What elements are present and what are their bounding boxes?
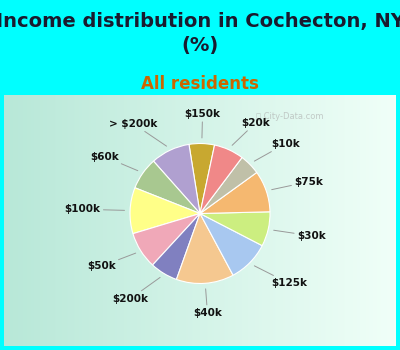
Wedge shape	[152, 214, 200, 279]
Text: $50k: $50k	[87, 253, 136, 271]
Text: $40k: $40k	[193, 289, 222, 317]
Wedge shape	[133, 214, 200, 265]
Text: $20k: $20k	[232, 118, 270, 145]
Text: $125k: $125k	[254, 266, 307, 288]
Text: > $200k: > $200k	[109, 119, 166, 146]
Text: $200k: $200k	[112, 278, 160, 303]
Text: $30k: $30k	[274, 230, 326, 241]
Wedge shape	[200, 214, 262, 275]
Text: $75k: $75k	[272, 177, 323, 190]
Wedge shape	[135, 161, 200, 214]
Wedge shape	[130, 188, 200, 234]
Text: $10k: $10k	[254, 139, 300, 161]
Wedge shape	[154, 144, 200, 214]
Text: $150k: $150k	[184, 109, 220, 138]
Wedge shape	[200, 173, 270, 214]
Wedge shape	[189, 144, 214, 214]
Text: $60k: $60k	[90, 152, 138, 171]
Wedge shape	[200, 145, 242, 214]
Wedge shape	[176, 214, 233, 284]
Text: ⓘ City-Data.com: ⓘ City-Data.com	[256, 112, 324, 121]
Wedge shape	[200, 158, 257, 214]
Wedge shape	[200, 212, 270, 246]
Text: Income distribution in Cochecton, NY
(%): Income distribution in Cochecton, NY (%)	[0, 12, 400, 55]
Text: $100k: $100k	[65, 204, 124, 214]
Text: All residents: All residents	[141, 75, 259, 93]
